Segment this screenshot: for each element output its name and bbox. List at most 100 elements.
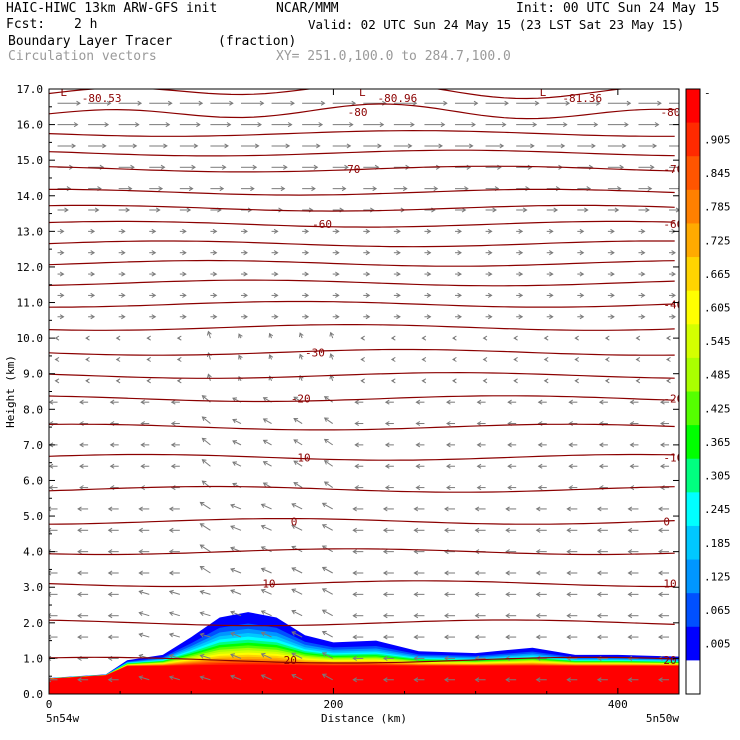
vector-head bbox=[390, 335, 396, 341]
vector-head bbox=[629, 463, 635, 469]
vector-head bbox=[382, 591, 388, 597]
vector-head bbox=[537, 463, 543, 469]
vector-head bbox=[487, 228, 493, 234]
vector-arrow bbox=[230, 589, 242, 595]
vector-head bbox=[109, 463, 115, 469]
vector-head bbox=[170, 399, 176, 405]
vector-head bbox=[627, 634, 633, 640]
vector-head bbox=[304, 228, 310, 234]
x-tick-label: 0 bbox=[46, 698, 53, 711]
vector-head bbox=[140, 399, 145, 405]
vector-head bbox=[390, 378, 396, 384]
vector-head bbox=[446, 442, 451, 448]
vector-head bbox=[410, 122, 415, 128]
vector-head bbox=[476, 399, 482, 405]
vector-head bbox=[226, 122, 232, 128]
vector-arrow bbox=[324, 481, 333, 489]
vector-head bbox=[671, 314, 676, 320]
vector-head bbox=[473, 100, 479, 106]
vector-head bbox=[354, 442, 359, 448]
isotherm-label: -10 bbox=[291, 451, 311, 464]
vector-head bbox=[54, 378, 60, 384]
colorbar-swatch bbox=[686, 257, 700, 292]
vector-arrow bbox=[202, 416, 211, 424]
vector-head bbox=[482, 356, 488, 362]
vector-head bbox=[293, 482, 299, 487]
vector-head bbox=[321, 588, 327, 593]
vector-head bbox=[566, 506, 571, 512]
colorbar-label: .425 bbox=[704, 402, 731, 415]
vector-head bbox=[640, 250, 646, 256]
vector-head bbox=[614, 207, 620, 213]
colorbar-label: .185 bbox=[704, 537, 731, 550]
vector-head bbox=[79, 463, 84, 469]
vector-head bbox=[243, 250, 248, 256]
vector-head bbox=[199, 611, 205, 617]
colorbar-swatch bbox=[686, 324, 700, 359]
colorbar-swatch bbox=[686, 122, 700, 157]
vector-head bbox=[505, 591, 510, 597]
isotherm-line bbox=[49, 188, 675, 196]
vector-arrow bbox=[263, 439, 272, 446]
vector-head bbox=[232, 440, 238, 445]
vector-head bbox=[535, 570, 541, 576]
vector-head bbox=[482, 335, 488, 341]
vector-head bbox=[107, 677, 113, 683]
vector-head bbox=[73, 122, 79, 128]
vector-arrow bbox=[230, 611, 242, 617]
cross-section-endpoints: XY= 251.0,100.0 to 284.7,100.0 bbox=[276, 49, 511, 64]
vector-head bbox=[54, 356, 60, 362]
vector-head bbox=[629, 399, 635, 405]
vector-head bbox=[654, 122, 660, 128]
tracer-shade-16 bbox=[49, 664, 679, 694]
vector-head bbox=[262, 482, 268, 487]
vector-head bbox=[645, 207, 650, 213]
vector-head bbox=[49, 549, 52, 555]
vector-head bbox=[522, 207, 528, 213]
vector-head bbox=[54, 335, 60, 341]
vector-head bbox=[471, 122, 476, 128]
vector-head bbox=[121, 314, 126, 320]
vector-head bbox=[321, 524, 327, 529]
init-time: Init: 00 UTC Sun 24 May 15 bbox=[516, 1, 720, 16]
vector-head bbox=[565, 100, 571, 106]
vector-head bbox=[535, 613, 541, 619]
vector-head bbox=[121, 250, 126, 256]
vector-head bbox=[201, 459, 207, 464]
vector-arrow bbox=[322, 609, 333, 617]
vector-head bbox=[596, 506, 602, 512]
y-tick-label: 9.0 bbox=[23, 368, 43, 381]
vector-head bbox=[499, 143, 505, 149]
vector-arrow bbox=[139, 612, 150, 617]
colorbar-swatch bbox=[686, 357, 700, 392]
vector-head bbox=[579, 314, 585, 320]
vector-head bbox=[323, 460, 329, 465]
vector-arrow bbox=[322, 673, 333, 681]
vector-head bbox=[344, 164, 349, 170]
vector-head bbox=[291, 609, 297, 615]
vector-head bbox=[77, 613, 82, 619]
vector-head bbox=[384, 463, 390, 469]
vector-head bbox=[291, 652, 297, 658]
vector-head bbox=[474, 570, 480, 576]
vector-arrow bbox=[291, 674, 303, 681]
vector-head bbox=[413, 677, 419, 683]
isotherm-label: 10 bbox=[262, 578, 275, 591]
vector-head bbox=[146, 378, 151, 384]
vector-head bbox=[170, 421, 176, 427]
vector-head bbox=[518, 271, 524, 277]
vector-head bbox=[626, 100, 632, 106]
vector-arrow bbox=[293, 482, 303, 489]
vector-head bbox=[121, 292, 126, 298]
vector-head bbox=[596, 613, 602, 619]
vector-arrow bbox=[322, 588, 333, 595]
vector-head bbox=[140, 442, 145, 448]
colorbar-swatch bbox=[686, 391, 700, 426]
x-endpoint-left: 5n54w bbox=[46, 712, 79, 725]
vector-head bbox=[109, 442, 115, 448]
vector-head bbox=[346, 143, 352, 149]
vector-head bbox=[382, 549, 388, 555]
vector-head bbox=[335, 271, 340, 277]
vector-head bbox=[138, 506, 143, 512]
vector-head bbox=[191, 164, 196, 170]
